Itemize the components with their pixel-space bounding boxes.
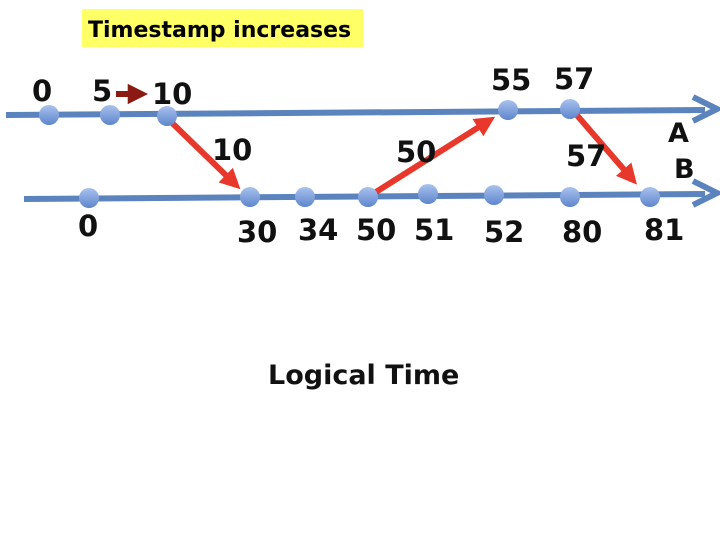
timestamp-label: 52 xyxy=(484,215,524,249)
event-dot xyxy=(157,106,177,126)
message-arrow-57 xyxy=(572,111,638,185)
process-a-timeline xyxy=(5,94,720,124)
timestamp-label: 80 xyxy=(562,215,602,249)
timestamp-label: 0 xyxy=(78,209,98,243)
timestamp-label: 55 xyxy=(491,63,531,97)
process-label-a: A xyxy=(668,118,689,149)
timestamp-label: 34 xyxy=(298,213,338,247)
banner-text: Timestamp increases xyxy=(88,18,351,43)
event-dot xyxy=(39,105,59,125)
message-label: 10 xyxy=(212,133,252,167)
event-dot xyxy=(560,99,580,119)
message-label: 50 xyxy=(396,135,436,169)
timestamp-label: 57 xyxy=(554,62,594,96)
event-dot xyxy=(79,188,99,208)
message-arrow-10 xyxy=(164,115,241,190)
event-dot xyxy=(358,187,378,207)
event-dot xyxy=(560,187,580,207)
message-arrow-50 xyxy=(366,116,496,200)
timestamp-label: 81 xyxy=(644,213,684,247)
banner-highlight xyxy=(82,9,363,47)
events-b xyxy=(79,184,660,208)
event-dot xyxy=(484,185,504,205)
event-dot xyxy=(295,187,315,207)
timestamp-label: 50 xyxy=(356,213,396,247)
timestamp-label: 30 xyxy=(237,215,277,249)
timestamp-label: 0 xyxy=(32,74,52,108)
event-dot xyxy=(240,187,260,207)
message-label: 57 xyxy=(566,139,606,173)
event-dot xyxy=(640,187,660,207)
timestamp-label: 10 xyxy=(152,77,192,111)
timestamp-label: 5 xyxy=(92,74,112,108)
event-dot xyxy=(418,184,438,204)
events-a xyxy=(39,99,580,126)
event-dot xyxy=(100,105,120,125)
event-dot xyxy=(498,100,518,120)
process-label-b: B xyxy=(674,154,695,185)
timestamp-label: 51 xyxy=(414,213,454,247)
diagram-caption: Logical Time xyxy=(268,360,459,391)
